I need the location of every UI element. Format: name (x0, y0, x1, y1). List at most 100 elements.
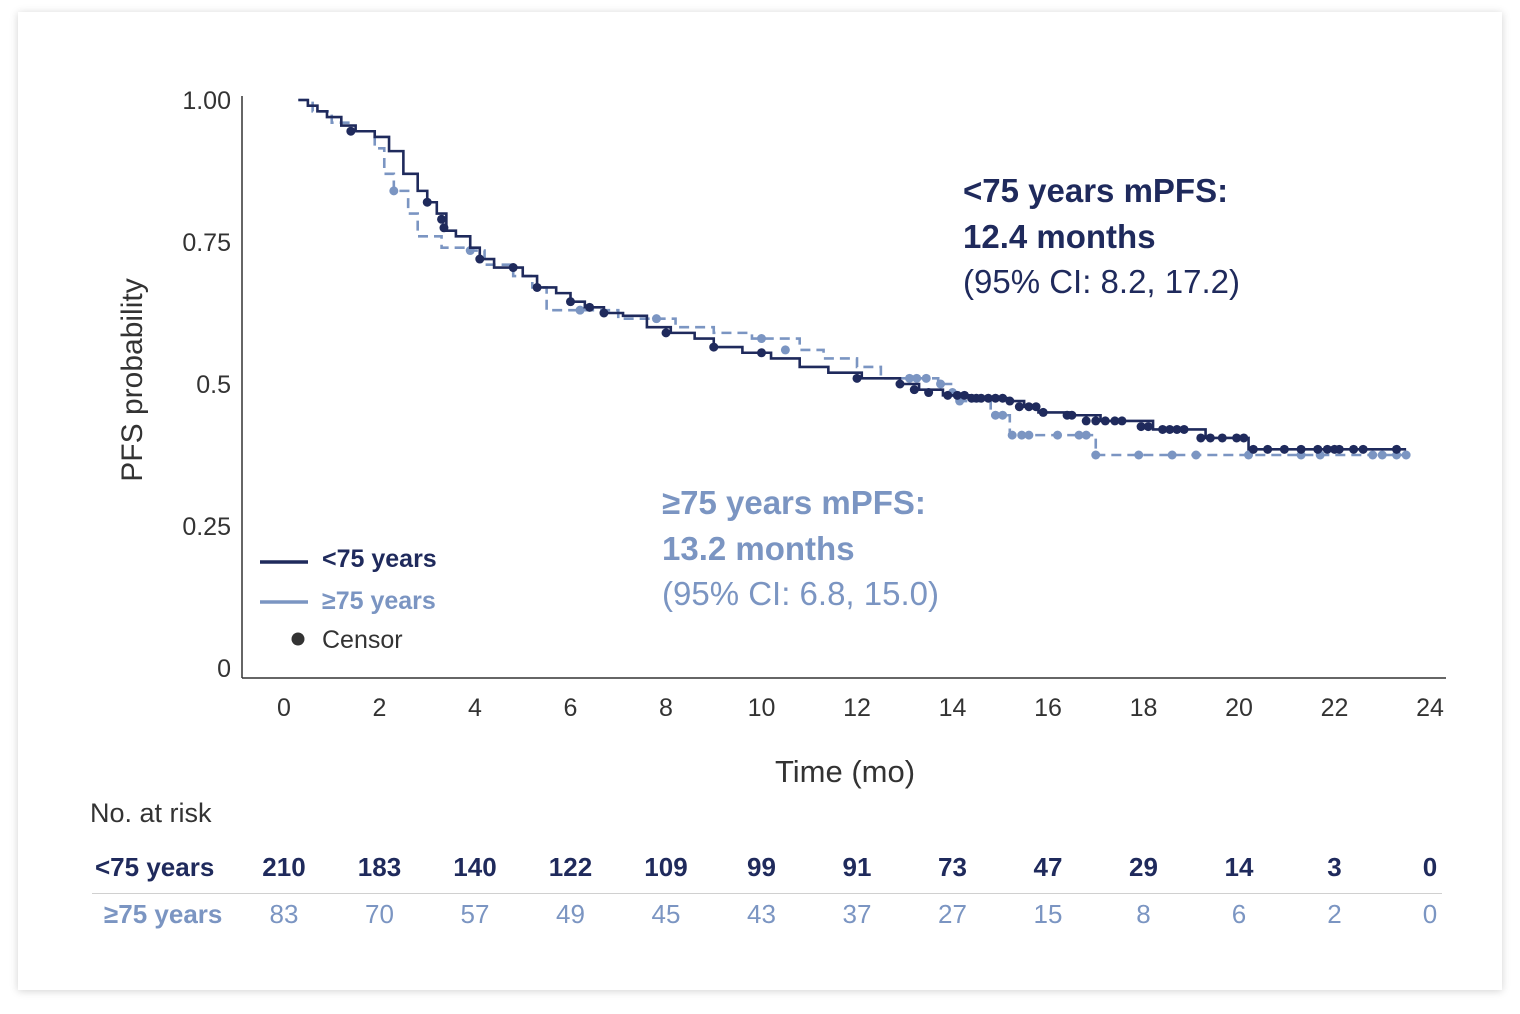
axes (241, 96, 1446, 679)
annotation-lt75-title: <75 years mPFS: (963, 172, 1228, 209)
censor-mark (952, 390, 962, 400)
censor-mark (983, 393, 993, 403)
censor-mark (1143, 422, 1153, 432)
censor-mark (1081, 416, 1091, 426)
legend-label-lt75: <75 years (322, 545, 437, 573)
x-tick-label: 4 (468, 694, 482, 722)
x-tick-label: 16 (1034, 694, 1062, 722)
censor-mark (575, 305, 585, 315)
censor-mark (346, 126, 356, 136)
censor-mark (651, 314, 661, 324)
risk-value-ge75: 37 (842, 899, 872, 929)
risk-value-lt75: 14 (1224, 852, 1254, 882)
risk-row-ge75: ≥75 years 83 70 57 49 45 43 37 27 15 8 6 2 0 (0, 899, 1520, 939)
censor-mark (1024, 430, 1034, 440)
censor-mark (1322, 444, 1332, 454)
x-tick-label: 0 (277, 694, 291, 722)
risk-value-lt75: 73 (938, 852, 967, 882)
censor-mark (1158, 424, 1168, 434)
risk-value-lt75: 29 (1129, 852, 1158, 882)
censor-mark (921, 373, 931, 383)
risk-value-lt75: 91 (842, 852, 872, 882)
risk-value-ge75: 57 (460, 899, 490, 929)
y-tick-label: 0.75 (182, 229, 231, 257)
censor-mark (998, 410, 1008, 420)
censor-mark (1167, 450, 1177, 460)
km-curve-line (298, 98, 1407, 451)
censor-mark (1279, 444, 1289, 454)
censor-mark (936, 379, 946, 389)
x-tick-labels: 0 2 4 6 8 10 12 14 16 18 20 22 24 (277, 694, 1444, 722)
censor-mark (912, 373, 922, 383)
series-ge75 (298, 98, 1411, 460)
risk-table-divider (92, 893, 1442, 894)
censor-mark (895, 379, 905, 389)
censor-mark (1349, 444, 1359, 454)
annotation-lt75: <75 years mPFS: 12.4 months (95% CI: 8.2… (963, 172, 1240, 300)
risk-value-lt75: 0 (1422, 852, 1438, 882)
censor-mark (1296, 444, 1306, 454)
x-tick-label: 12 (843, 694, 871, 722)
censor-mark (1014, 402, 1024, 412)
censor-mark (1334, 444, 1344, 454)
risk-value-ge75: 45 (651, 899, 681, 929)
censor-mark (1358, 444, 1368, 454)
risk-value-ge75: 2 (1327, 899, 1342, 929)
censor-mark (1134, 450, 1144, 460)
risk-value-ge75: 27 (938, 899, 967, 929)
censor-mark (1172, 424, 1182, 434)
y-tick-label: 0 (217, 655, 231, 683)
censor-mark (439, 223, 449, 233)
risk-value-lt75: 3 (1327, 852, 1342, 882)
risk-value-ge75: 0 (1422, 899, 1438, 929)
legend-label-censor: Censor (322, 626, 403, 654)
risk-value-lt75: 99 (747, 852, 776, 882)
y-tick-labels: 1.00 0.75 0.5 0.25 0 (182, 87, 231, 683)
annotation-ge75: ≥75 years mPFS: 13.2 months (95% CI: 6.8… (662, 484, 939, 612)
risk-row-label-lt75: <75 years (95, 852, 215, 882)
risk-value-lt75: 47 (1033, 852, 1063, 882)
y-axis-title: PFS probability (116, 278, 149, 481)
figure-card (18, 12, 1502, 990)
risk-value-ge75: 15 (1033, 899, 1063, 929)
censor-mark (1038, 407, 1048, 417)
censor-mark (1248, 444, 1258, 454)
series-lt75 (298, 98, 1407, 454)
censor-mark (585, 302, 595, 312)
annotation-ge75-median: 13.2 months (662, 530, 855, 567)
censor-mark (1368, 450, 1378, 460)
x-tick-label: 20 (1225, 694, 1253, 722)
censor-mark (757, 348, 766, 358)
risk-value-lt75: 183 (357, 852, 402, 882)
censor-mark (1091, 416, 1101, 426)
censor-mark (1067, 410, 1077, 420)
censor-mark (1232, 433, 1242, 443)
censor-mark (1377, 450, 1387, 460)
x-tick-label: 14 (939, 694, 967, 722)
x-tick-label: 22 (1321, 694, 1349, 722)
censor-mark (990, 410, 1000, 420)
y-tick-label: 0.25 (182, 513, 231, 541)
risk-value-ge75: 49 (556, 899, 585, 929)
censor-mark (1005, 396, 1015, 406)
x-tick-label: 10 (748, 694, 776, 722)
risk-value-ge75: 43 (747, 899, 776, 929)
censor-mark (1191, 450, 1201, 460)
y-tick-label: 1.00 (182, 87, 231, 115)
censor-mark (1392, 444, 1402, 454)
censor-mark (1024, 402, 1034, 412)
censor-mark (1313, 444, 1323, 454)
x-tick-label: 2 (373, 694, 387, 722)
censor-mark (1007, 430, 1017, 440)
annotation-ge75-title: ≥75 years mPFS: (662, 484, 926, 521)
x-tick-label: 24 (1416, 694, 1444, 722)
censor-mark (475, 254, 485, 264)
risk-value-lt75: 109 (644, 852, 688, 882)
censor-mark (1263, 444, 1273, 454)
censor-mark (943, 390, 953, 400)
censor-mark (1091, 450, 1101, 460)
censor-mark (1401, 450, 1411, 460)
censor-mark (1196, 433, 1206, 443)
risk-value-lt75: 210 (262, 852, 306, 882)
